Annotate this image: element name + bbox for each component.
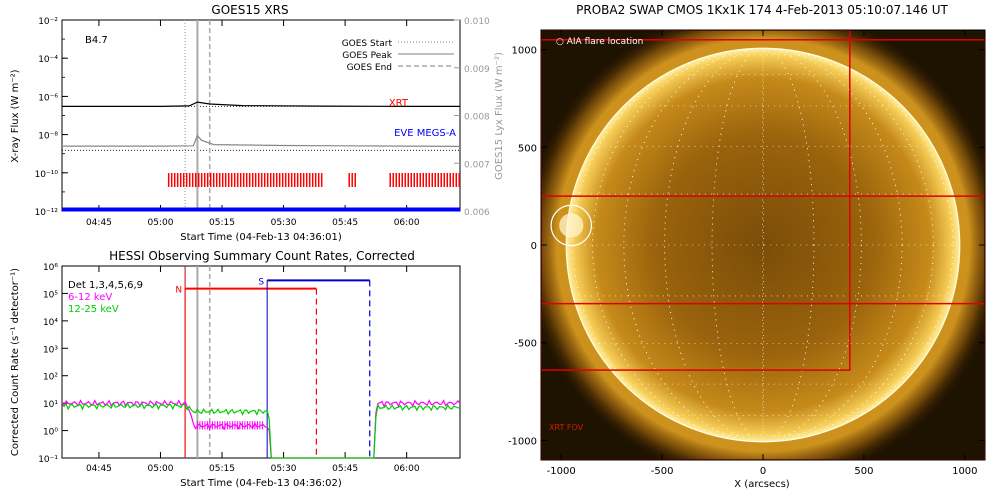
hessi-plot-frame [61,265,461,459]
swap-annotation-bottom: XRT FOV [549,423,584,432]
swap-ytick-label: 500 [518,143,537,154]
swap-annotation-top: ○ AIA flare location [556,37,643,47]
swap-annotation-text: AIA flare location [567,37,644,47]
swap-title: PROBA2 SWAP CMOS 1Kx1K 174 4-Feb-2013 05… [576,3,948,17]
goes-annotation: B4.7 [85,35,108,46]
longitude-line [664,47,862,443]
hessi-ytick-label: 10² [43,373,58,383]
goes-ytick-right-label: 0.008 [464,113,490,123]
swap-xtick-label: 500 [854,466,873,477]
longitude-line [592,47,934,443]
goes-xlabel: Start Time (04-Feb-13 04:36:01) [180,232,342,243]
hessi-xtick-label: 05:45 [332,464,358,474]
hessi-xtick-label: 05:30 [271,464,297,474]
goes-ytick-label: 10⁻² [38,17,58,27]
flare-location-marker [550,204,593,247]
swap-xtick-label: -500 [651,466,674,477]
goes-xtick-label: 05:00 [148,218,174,228]
goes-ytick-right-label: 0.006 [464,208,490,218]
goes-ytick-right-label: 0.010 [464,17,490,27]
hessi-ylabel: Corrected Count Rate (s⁻¹ detector⁻¹) [10,268,21,456]
hessi-panel: HESSI Observing Summary Count Rates, Cor… [10,249,461,489]
goes-xtick-label: 06:00 [394,218,420,228]
hessi-xtick-label: 05:15 [209,464,235,474]
swap-xlabel: X (arcsecs) [734,479,790,490]
hessi-ytick-label: 10⁵ [43,290,58,300]
goes-ytick-label: 10⁻⁸ [38,132,58,142]
swap-ytick-label: -500 [514,339,537,350]
flare-brightening [559,213,584,238]
goes-ytick-label: 10⁻⁴ [38,55,58,65]
goes-legend-label: GOES Peak [342,51,392,61]
goes-xtick-label: 05:30 [271,218,297,228]
hessi-series-1 [61,401,461,459]
goes-ylabel-right: GOES15 Lyx Flux (W m⁻²) [494,52,505,180]
hessi-ytick-label: 10³ [43,345,58,355]
longitude-line [762,47,764,443]
goes-series-0 [62,101,460,108]
swap-ytick-label: -1000 [508,436,537,447]
fov-box [541,30,851,371]
hessi-series-0 [61,399,461,459]
hessi-xtick-label: 04:45 [86,464,112,474]
goes-title: GOES15 XRS [211,3,288,17]
longitude-line [711,47,815,443]
goes-xtick-label: 04:45 [86,218,112,228]
hessi-legend-label: 6-12 keV [68,292,112,303]
swap-ytick-label: 1000 [512,46,537,57]
hessi-ytick-label: 10⁰ [43,428,58,438]
fov-box [541,195,985,305]
swap-xtick-label: 1000 [952,466,977,477]
sun-disk [566,48,960,442]
hessi-ytick-label: 10¹ [43,400,58,410]
swap-ytick-label: 0 [531,241,537,252]
hessi-xlabel: Start Time (04-Feb-13 04:36:02) [180,478,342,489]
hessi-ytick-label: 10⁻¹ [38,455,58,465]
swap-xtick-label: 0 [760,466,766,477]
hessi-xtick-label: 06:00 [394,464,420,474]
goes-ytick-right-label: 0.009 [464,65,490,75]
hessi-legend-label: 12-25 keV [68,304,119,315]
longitude-line [623,47,903,443]
goes-ytick-label: 10⁻⁶ [38,93,58,103]
longitude-line [572,47,954,443]
goes-ylabel: X-ray Flux (W m⁻²) [10,69,21,162]
goes-xtick-label: 05:15 [209,218,235,228]
goes-legend-label: GOES Start [342,39,393,49]
goes-xtick-label: 05:45 [332,218,358,228]
circle-glyph: ○ [556,37,564,47]
goes-ytick-label: 10⁻¹⁰ [35,170,59,180]
hessi-flag-label: N [175,286,182,296]
goes-legend-label: GOES End [347,63,392,73]
hessi-xtick-label: 05:00 [148,464,174,474]
goes-label-xrt: XRT [389,98,409,109]
hessi-ytick-label: 10⁶ [43,263,58,273]
goes-ytick-right-label: 0.007 [464,160,490,170]
hessi-title: HESSI Observing Summary Count Rates, Cor… [109,249,415,263]
goes-label-eve: EVE MEGS-A [394,128,456,139]
goes-panel: GOES15 XRS 10⁻² 10⁻⁴ 10⁻⁶ 10⁻⁸ 10⁻¹⁰ 10⁻¹² 0.0… [10,3,505,243]
goes-ytick-label: 10⁻¹² [35,208,59,218]
swap-xtick-label: -1000 [547,466,576,477]
hessi-flag-label: S [258,277,264,287]
swap-panel: PROBA2 SWAP CMOS 1Kx1K 174 4-Feb-2013 05… [508,3,986,490]
hessi-legend-label: Det 1,3,4,5,6,9 [68,280,143,291]
hessi-ytick-label: 10⁴ [43,318,58,328]
goes-series-1 [62,134,461,147]
